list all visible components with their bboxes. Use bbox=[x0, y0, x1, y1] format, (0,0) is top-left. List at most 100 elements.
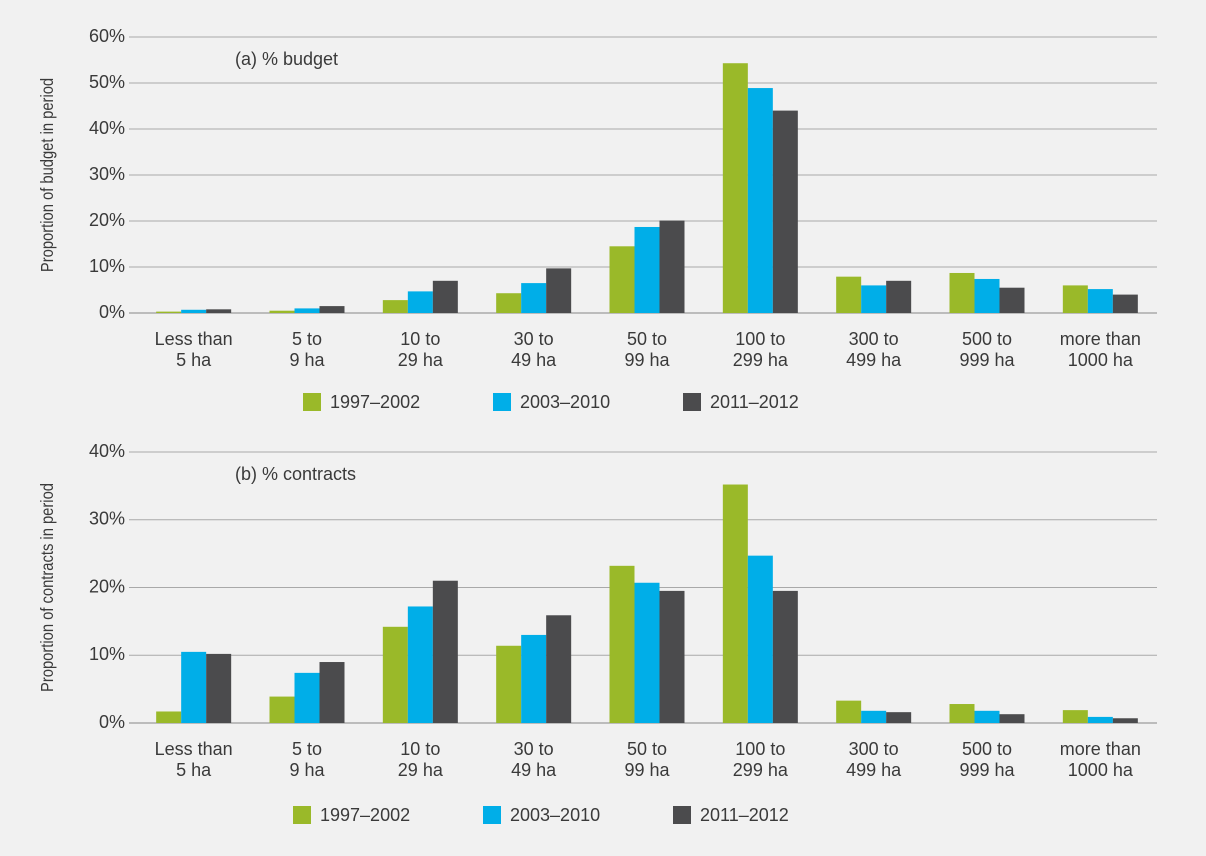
bar bbox=[382, 300, 408, 313]
x-tick-label: 300 to 499 ha bbox=[846, 329, 902, 370]
bar bbox=[634, 226, 660, 313]
bar bbox=[974, 278, 1000, 313]
y-tick-label: 40% bbox=[89, 118, 125, 138]
x-tick-label: 50 to 99 ha bbox=[624, 329, 670, 370]
legend-swatch bbox=[493, 393, 511, 411]
x-tick-label: 500 to 999 ha bbox=[959, 329, 1015, 370]
bar bbox=[722, 484, 748, 723]
bar bbox=[1062, 710, 1088, 723]
y-tick-label: 60% bbox=[89, 26, 125, 46]
annotation: (a) % budget bbox=[235, 49, 338, 69]
bar bbox=[609, 246, 635, 313]
legend-label: 2011–2012 bbox=[700, 805, 789, 825]
bar bbox=[269, 696, 295, 723]
bar bbox=[521, 634, 547, 723]
y-tick-label: 20% bbox=[89, 210, 125, 230]
bar bbox=[659, 590, 685, 723]
legend-swatch bbox=[673, 806, 691, 824]
bar bbox=[1112, 718, 1138, 723]
bar bbox=[206, 653, 232, 723]
bar bbox=[949, 704, 975, 723]
y-tick-label: 50% bbox=[89, 72, 125, 92]
bar bbox=[407, 291, 433, 313]
x-tick-label: 30 to 49 ha bbox=[511, 739, 557, 780]
bar bbox=[432, 280, 458, 313]
legend-label: 2003–2010 bbox=[510, 805, 600, 825]
x-tick-label: more than 1000 ha bbox=[1059, 739, 1141, 780]
bar bbox=[181, 309, 207, 313]
y-tick-label: 0% bbox=[99, 712, 125, 732]
bar bbox=[1087, 716, 1113, 723]
bar bbox=[546, 615, 572, 723]
legend-swatch bbox=[293, 806, 311, 824]
legend-swatch bbox=[483, 806, 501, 824]
bar bbox=[521, 283, 547, 313]
bar bbox=[382, 626, 408, 723]
bar bbox=[886, 712, 912, 723]
bar bbox=[836, 700, 862, 723]
legend-label: 1997–2002 bbox=[320, 805, 410, 825]
bar bbox=[496, 293, 522, 313]
bar bbox=[269, 310, 295, 313]
bar bbox=[861, 285, 887, 313]
bar bbox=[999, 714, 1025, 723]
legend-label: 2003–2010 bbox=[520, 392, 610, 412]
x-tick-label: 50 to 99 ha bbox=[624, 739, 670, 780]
legend-label: 2011–2012 bbox=[710, 392, 799, 412]
bar bbox=[496, 645, 522, 723]
bar bbox=[949, 272, 975, 313]
bar bbox=[407, 606, 433, 723]
bar bbox=[181, 651, 207, 723]
bar bbox=[294, 308, 320, 313]
bar bbox=[294, 672, 320, 723]
x-tick-label: 30 to 49 ha bbox=[511, 329, 557, 370]
x-tick-label: 5 to 9 ha bbox=[289, 329, 325, 370]
legend-swatch bbox=[683, 393, 701, 411]
y-tick-label: 30% bbox=[89, 509, 125, 529]
y-tick-label: 30% bbox=[89, 164, 125, 184]
bar bbox=[634, 582, 660, 723]
bar bbox=[836, 276, 862, 313]
bar bbox=[1062, 285, 1088, 313]
bar bbox=[747, 88, 773, 313]
y-axis-label: Proportion of contracts in period bbox=[37, 483, 57, 692]
bar bbox=[747, 555, 773, 723]
y-tick-label: 10% bbox=[89, 256, 125, 276]
x-tick-label: 10 to 29 ha bbox=[397, 739, 443, 780]
bar bbox=[772, 110, 798, 313]
x-tick-label: Less than 5 ha bbox=[154, 739, 233, 780]
bar bbox=[156, 311, 182, 313]
bar bbox=[1087, 289, 1113, 313]
bar bbox=[206, 309, 232, 313]
y-tick-label: 20% bbox=[89, 576, 125, 596]
x-tick-label: more than 1000 ha bbox=[1059, 329, 1141, 370]
x-tick-label: 100 to 299 ha bbox=[732, 739, 788, 780]
bar bbox=[319, 662, 345, 723]
x-tick-label: 300 to 499 ha bbox=[846, 739, 902, 780]
legend-swatch bbox=[303, 393, 321, 411]
annotation: (b) % contracts bbox=[235, 464, 356, 484]
bar bbox=[319, 306, 345, 313]
x-tick-label: 5 to 9 ha bbox=[289, 739, 325, 780]
bar bbox=[999, 287, 1025, 313]
y-tick-label: 40% bbox=[89, 441, 125, 461]
bar bbox=[609, 565, 635, 723]
bar bbox=[722, 63, 748, 313]
bar bbox=[772, 590, 798, 723]
y-tick-label: 10% bbox=[89, 644, 125, 664]
legend-label: 1997–2002 bbox=[330, 392, 420, 412]
bar bbox=[886, 280, 912, 313]
x-tick-label: Less than 5 ha bbox=[154, 329, 233, 370]
bar bbox=[659, 220, 685, 313]
x-tick-label: 500 to 999 ha bbox=[959, 739, 1015, 780]
bar bbox=[1112, 294, 1138, 313]
x-tick-label: 100 to 299 ha bbox=[732, 329, 788, 370]
x-tick-label: 10 to 29 ha bbox=[397, 329, 443, 370]
bar bbox=[546, 268, 572, 313]
bar bbox=[156, 711, 182, 723]
bar bbox=[861, 710, 887, 723]
y-axis-label: Proportion of budget in period bbox=[37, 78, 57, 272]
bar bbox=[432, 580, 458, 723]
